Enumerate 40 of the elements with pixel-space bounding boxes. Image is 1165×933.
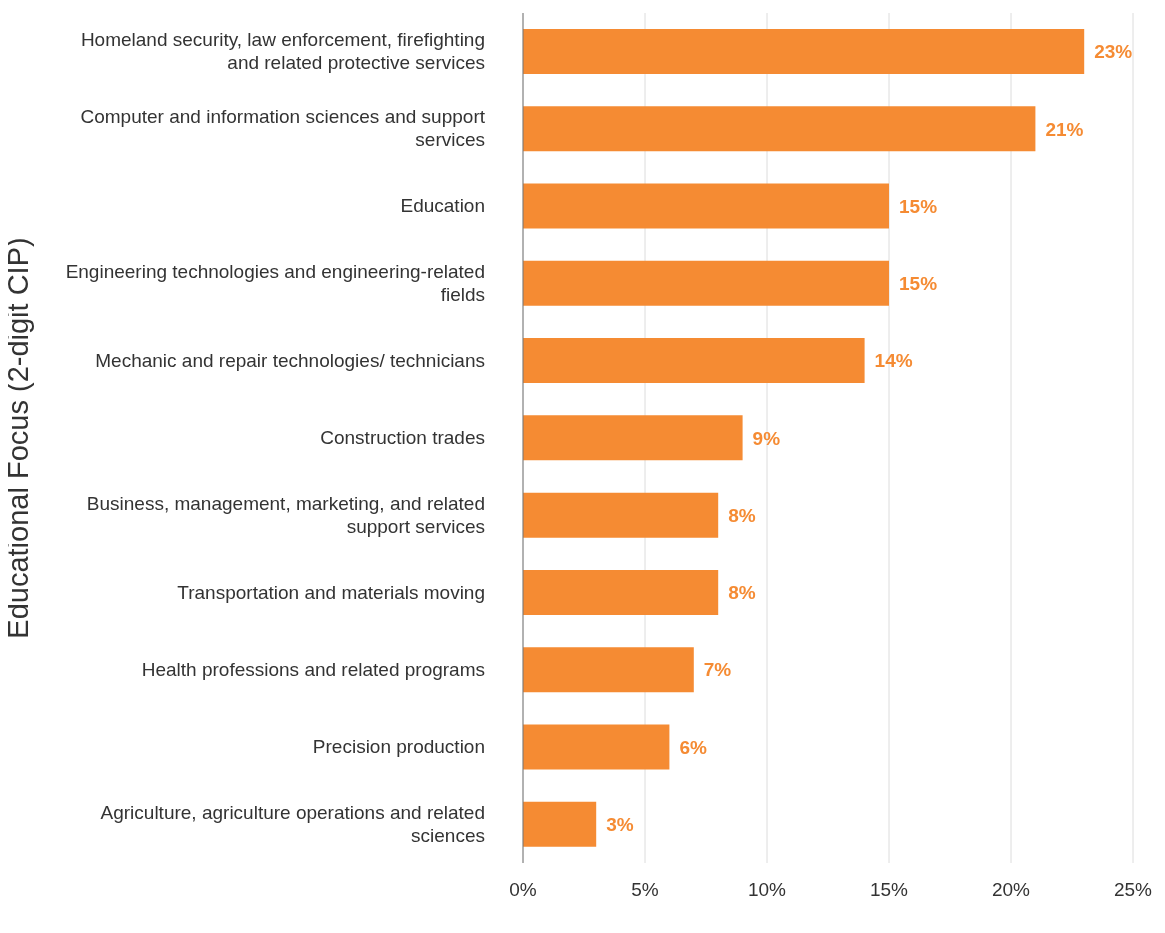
bar [523,415,743,461]
bar [523,569,719,615]
data-label: 6% [679,736,707,758]
x-tick-label: 5% [631,879,659,901]
data-label: 15% [899,273,938,295]
bar [523,183,889,229]
bar [523,29,1085,74]
y-axis-title: Educational Focus (2-digit CIP) [2,237,35,639]
x-tick-label: 0% [509,879,537,901]
y-tick-label: Agriculture, agriculture operations and related sciences [100,801,485,846]
data-label: 15% [899,195,938,217]
y-tick-label: Engineering technologies and engineering-related fields [65,260,485,305]
y-tick-label: Mechanic and repair technologies/ technicians [95,349,485,371]
y-tick-label: Homeland security, law enforcement, firefighting and related protective services [80,29,485,74]
data-label: 8% [728,582,756,604]
x-tick-label: 20% [991,879,1031,901]
x-tick-label: 15% [869,879,909,901]
data-label: 21% [1045,118,1084,140]
y-tick-label: Construction trades [320,427,485,448]
data-label: 23% [1094,41,1133,63]
data-label: 8% [728,504,756,526]
y-tick-label: Transportation and materials moving [177,581,485,603]
bar [523,338,865,384]
bar [523,106,1036,152]
data-label: 14% [874,350,913,372]
y-tick-label: Education [400,195,485,217]
bar [523,647,694,693]
y-tick-label: Health professions and related programs [141,658,485,680]
x-tick-label: 10% [747,879,787,901]
x-tick-label: 25% [1113,879,1153,901]
y-tick-label: Computer and information sciences and support services [80,106,486,151]
data-label: 7% [703,659,732,681]
data-label: 3% [606,813,634,835]
bar [523,724,670,770]
bar [523,492,719,538]
y-tick-label: Business, management, marketing, and related support services [86,492,485,537]
bar [523,801,597,847]
bar [523,260,889,306]
data-label: 9% [752,427,781,449]
y-tick-label: Precision production [312,736,485,758]
